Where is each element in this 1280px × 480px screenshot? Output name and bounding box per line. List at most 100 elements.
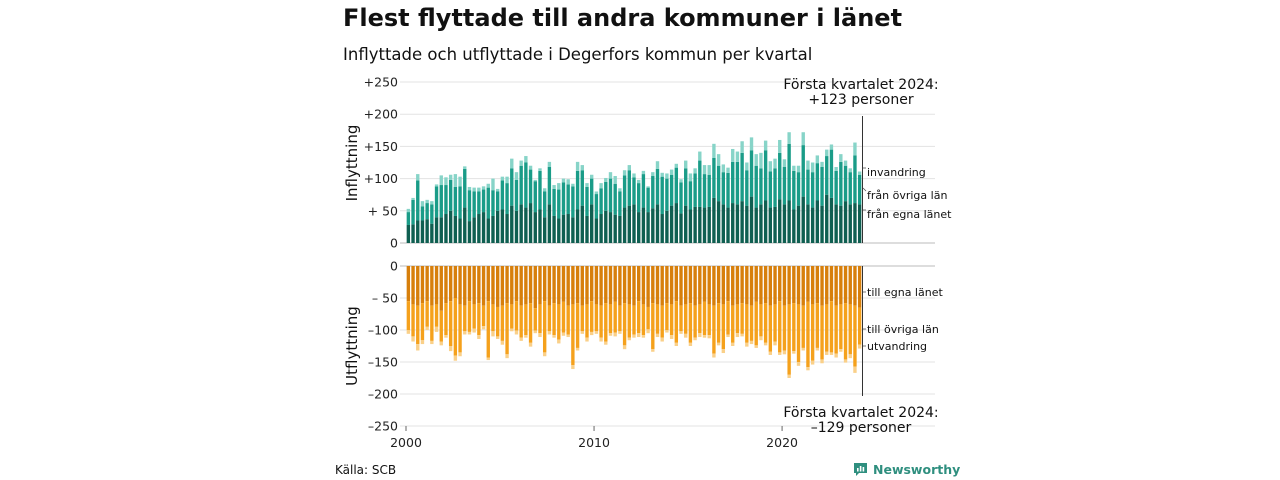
bar-segment [754,345,758,348]
bar-segment [853,155,857,204]
bar-segment [749,196,754,243]
bar-segment [552,335,556,338]
bar-segment [712,305,716,354]
bar-segment [707,335,711,339]
bar-segment [688,303,693,343]
bar-segment [467,186,472,191]
bar-segment [665,210,669,243]
series-label-leader [862,187,867,192]
bar-segment [834,305,838,354]
bar-segment [491,331,495,337]
bar-segment [782,167,787,205]
bar-segment [716,154,721,166]
bar-segment [641,207,646,243]
bar-segment [857,307,862,345]
series-label: till övriga län [867,323,939,336]
bar-segment [698,151,702,161]
bar-segment [763,140,768,151]
source-note: Källa: SCB [335,463,397,477]
bar-segment [768,305,773,352]
annotation-in-line2: +123 personer [808,92,914,108]
brand-logo[interactable]: Newsworthy [853,462,960,477]
bar-segment [580,170,584,206]
bar-segment [660,214,664,243]
bar-segment [533,330,537,334]
bar-segment [857,266,862,308]
bar-segment [406,224,411,243]
bar-segment [444,185,448,215]
bar-segment [533,181,537,213]
bar-segment [594,331,599,334]
bar-segment [684,304,688,334]
bar-segment [510,205,514,243]
bar-segment [806,301,810,368]
bar-segment [839,161,843,206]
bar-segment [547,331,552,335]
bar-segment [801,305,805,348]
bar-segment [745,342,749,347]
bar-segment [434,184,439,187]
bar-segment [528,266,533,304]
bar-segment [726,167,730,173]
bar-segment [467,301,472,332]
bar-segment [735,204,740,243]
bar-segment [712,353,716,358]
annotation-in-line1: Första kvartalet 2024: [783,77,938,93]
bar-segment [688,266,693,304]
bar-segment [538,304,542,334]
bar-segment [524,162,528,208]
bar-segment [825,266,829,305]
bar-segment [693,337,697,341]
bar-segment [542,301,547,353]
bar-segment [773,168,777,207]
bar-segment [439,310,443,342]
bar-segment [763,150,768,201]
bar-segment [514,179,519,211]
bar-segment [792,170,796,210]
bar-segment [510,158,514,169]
bar-segment [472,217,476,243]
series-label: invandring [867,166,926,179]
bar-segment [679,213,683,243]
bar-segment [829,144,834,150]
bar-segment [693,173,697,207]
bar-segment [815,200,820,243]
bar-segment [571,304,575,366]
bar-segment [792,165,796,171]
y-tick-label: +200 [364,107,398,122]
bar-segment [740,303,744,334]
bar-segment [693,206,697,243]
bar-segment [787,304,791,375]
bar-segment [425,219,429,243]
bar-segment [740,333,744,337]
bar-segment [759,266,763,305]
bar-segment [557,266,561,305]
bar-segment [622,266,627,304]
bar-segment [763,303,768,343]
bar-segment [773,206,777,243]
bar-segment [829,149,834,198]
bar-segment [599,305,603,338]
bar-segment [420,201,425,207]
bar-segment [702,335,707,338]
bar-segment [599,337,603,342]
bar-segment [834,170,838,205]
bar-segment [684,205,688,243]
bar-segment [801,132,805,146]
bar-segment [434,304,439,327]
bar-segment [801,196,805,243]
bar-segment [495,188,500,192]
bar-segment [524,156,528,163]
bar-segment [463,266,467,306]
bar-segment [491,178,495,191]
bar-segment [627,337,631,341]
bar-segment [829,197,834,243]
bar-segment [575,266,580,304]
bar-segment [585,266,589,305]
bar-segment [528,203,533,243]
bar-segment [731,266,735,306]
bar-segment [820,305,824,360]
bar-segment [590,174,594,179]
bar-segment [792,209,796,243]
bar-segment [453,298,458,356]
